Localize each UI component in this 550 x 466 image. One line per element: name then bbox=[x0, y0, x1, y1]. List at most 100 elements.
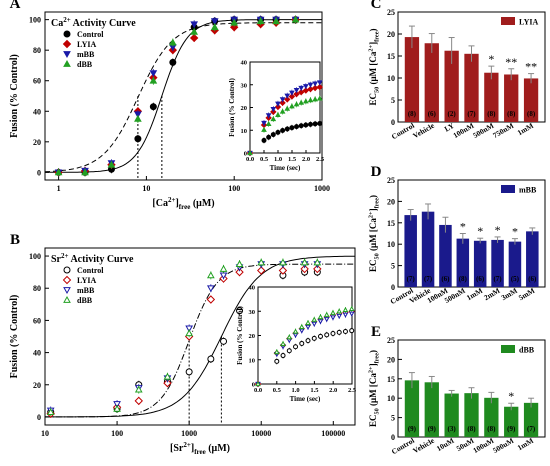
significance-mark: ** bbox=[525, 60, 537, 74]
y-tick-label: 60 bbox=[33, 316, 41, 325]
data-point bbox=[348, 311, 355, 317]
x-tick-label: 1000 bbox=[314, 184, 330, 193]
fit-curve-control bbox=[45, 255, 355, 418]
legend-label: mBB bbox=[77, 286, 95, 295]
data-point bbox=[206, 295, 216, 304]
y-tick-label: 100 bbox=[29, 252, 41, 261]
bar bbox=[464, 53, 479, 122]
data-point bbox=[293, 344, 299, 350]
significance-mark: * bbox=[512, 225, 518, 239]
n-label: (5) bbox=[511, 275, 520, 283]
x-tick-label: 5mM bbox=[517, 286, 536, 302]
y-tick-label: 20 bbox=[33, 138, 41, 147]
significance-mark: ** bbox=[505, 55, 517, 69]
data-point bbox=[324, 332, 330, 338]
x-tick-label: 10uM bbox=[435, 436, 456, 453]
inset-series-mbb bbox=[247, 79, 323, 157]
data-point bbox=[275, 111, 281, 117]
chart-title: Ca2+ Activity Curve bbox=[51, 16, 136, 29]
data-point bbox=[342, 328, 348, 334]
data-point bbox=[284, 105, 291, 111]
data-point bbox=[63, 51, 71, 59]
bar bbox=[523, 402, 539, 437]
data-point bbox=[265, 120, 272, 126]
data-point bbox=[134, 396, 143, 406]
bar bbox=[424, 382, 439, 437]
x-axis-label: [Ca2+]free (μM) bbox=[152, 196, 214, 211]
y-tick-label: 100 bbox=[29, 16, 41, 25]
n-label: (7) bbox=[493, 275, 502, 283]
data-point bbox=[330, 309, 336, 315]
x-tick-label: 10 bbox=[142, 184, 150, 193]
data-point bbox=[278, 266, 288, 275]
data-point bbox=[163, 372, 172, 380]
data-point bbox=[298, 123, 304, 129]
y-tick-label: 20 bbox=[387, 30, 395, 39]
bar-group-ly: (2) LY bbox=[443, 37, 459, 134]
legend-swatch bbox=[501, 345, 515, 353]
data-point bbox=[342, 306, 349, 313]
y-tick-label: 0 bbox=[391, 283, 395, 292]
data-point bbox=[62, 39, 72, 49]
inset-x-tick-label: 2.5 bbox=[348, 387, 357, 394]
data-point bbox=[113, 401, 121, 409]
data-point bbox=[265, 113, 272, 119]
inset-x-tick-label: 1.0 bbox=[274, 156, 282, 163]
panel-letter: A bbox=[10, 0, 21, 12]
data-point bbox=[134, 111, 142, 119]
inset-series-dbb bbox=[247, 95, 323, 156]
data-point bbox=[284, 126, 290, 132]
inset-chart: 0 10 20 30 40 0.0 0.5 1.0 1.5 2.0 2.5 Time (sec) Fus… bbox=[228, 60, 325, 173]
y-tick-label: 25 bbox=[387, 336, 395, 345]
data-point bbox=[206, 271, 215, 279]
data-point bbox=[280, 340, 286, 347]
legend-label: LYIA bbox=[77, 40, 96, 49]
legend-swatch bbox=[501, 185, 515, 193]
y-axis-label: EC50 (μM [Ca2+]free) bbox=[367, 350, 380, 427]
inset-frame bbox=[257, 286, 353, 385]
inset-y-axis-label: Fusion (% Control) bbox=[236, 306, 244, 365]
y-tick-label: 60 bbox=[33, 77, 41, 86]
inset-y-tick-label: 0 bbox=[244, 151, 247, 158]
data-point bbox=[279, 99, 286, 107]
inset-x-tick-label: 0.5 bbox=[260, 156, 269, 163]
data-point bbox=[298, 323, 305, 329]
inset-x-tick-label: 1.5 bbox=[310, 387, 319, 394]
bar bbox=[424, 43, 439, 122]
bar bbox=[421, 211, 435, 287]
data-point bbox=[307, 97, 314, 103]
data-point bbox=[297, 88, 305, 96]
n-label: (7) bbox=[424, 275, 433, 283]
data-point bbox=[236, 307, 244, 315]
bar bbox=[491, 239, 504, 287]
n-label: (7) bbox=[527, 425, 536, 433]
panel-letter: B bbox=[10, 232, 20, 248]
n-label: (7) bbox=[407, 275, 416, 283]
data-point bbox=[303, 122, 309, 128]
y-tick-label: 25 bbox=[387, 176, 395, 185]
inset-x-tick-label: 0.0 bbox=[246, 156, 254, 163]
data-point bbox=[313, 264, 322, 274]
data-point bbox=[294, 124, 300, 130]
data-point bbox=[134, 114, 142, 122]
data-point bbox=[280, 353, 286, 359]
bar bbox=[526, 231, 539, 287]
inset-x-axis-label: Time (sec) bbox=[290, 395, 321, 403]
data-point bbox=[323, 311, 330, 317]
legend-item-mbb: mBB bbox=[63, 50, 95, 59]
data-point bbox=[313, 258, 322, 266]
x-tick-label: 500uM bbox=[491, 436, 515, 455]
significance-mark: * bbox=[488, 52, 494, 66]
data-point bbox=[336, 329, 342, 335]
n-label: (8) bbox=[408, 110, 417, 118]
y-axis-label: EC50 (μM [Ca2+]free) bbox=[367, 28, 380, 105]
data-point bbox=[235, 267, 244, 277]
n-label: (3) bbox=[448, 425, 457, 433]
bar bbox=[404, 37, 420, 122]
y-tick-label: 20 bbox=[33, 381, 41, 390]
data-point bbox=[46, 408, 55, 416]
series-dbb bbox=[46, 258, 322, 417]
bar bbox=[456, 238, 470, 287]
plot-frame bbox=[44, 247, 356, 426]
